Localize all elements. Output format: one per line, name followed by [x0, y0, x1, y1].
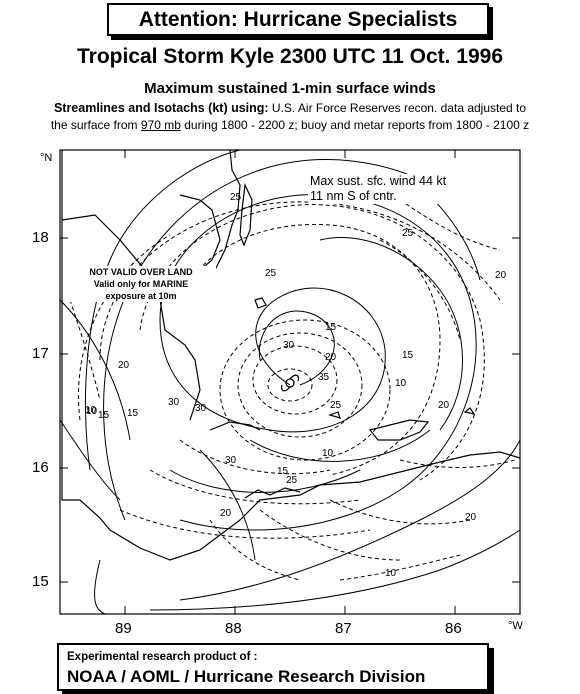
lon-tick-89: 89 — [115, 620, 132, 637]
method-line2a: the surface from — [50, 118, 141, 132]
isotach-label: 25 — [265, 268, 277, 279]
isotach-label: 30 — [225, 455, 237, 466]
land-note-line3: exposure at 10m — [105, 291, 177, 301]
lon-tick-86: 86 — [445, 620, 462, 637]
lat-tick-15: 15 — [32, 573, 49, 590]
storm-center-symbol — [280, 374, 300, 392]
isotach-label: 15 — [127, 408, 139, 419]
land-validity-note: NOT VALID OVER LAND Valid only for MARIN… — [66, 266, 216, 302]
isotach-label: 30 — [283, 340, 295, 351]
lat-tick-18: 18 — [32, 229, 49, 246]
lon-unit: °W — [508, 620, 523, 632]
isotachs — [69, 199, 516, 581]
isotach-label: 20 — [220, 508, 232, 519]
lon-tick-88: 88 — [225, 620, 242, 637]
credit-line2: NOAA / AOML / Hurricane Research Divisio… — [67, 667, 426, 686]
lon-tick-87: 87 — [335, 620, 352, 637]
credit-box: Experimental research product of : NOAA … — [57, 643, 489, 691]
chart-title: Tropical Storm Kyle 2300 UTC 11 Oct. 199… — [76, 45, 504, 68]
isotach-label: 20 — [325, 352, 337, 363]
isotach-label: 25 — [286, 475, 298, 486]
isotach-label: 20 — [465, 512, 477, 523]
isotach-label: 15 — [277, 466, 289, 477]
max-wind-annotation: Max sust. sfc. wind 44 kt 11 nm S of cnt… — [308, 174, 449, 204]
isotach-label: 20 — [438, 400, 450, 411]
max-wind-line1: Max sust. sfc. wind 44 kt — [310, 174, 447, 188]
isotach-label: 25 — [230, 192, 242, 203]
isotach-label: 10 — [86, 406, 98, 417]
land-note-line1: NOT VALID OVER LAND — [89, 267, 193, 277]
method-line1: U.S. Air Force Reserves recon. data adju… — [268, 101, 527, 115]
isotach-label: 15 — [98, 410, 110, 421]
isotach-label: 15 — [402, 350, 414, 361]
isotach-label: 10 — [395, 378, 407, 389]
coastline — [61, 149, 521, 561]
isotach-label: 15 — [325, 322, 337, 333]
isotach-label: 10 — [385, 568, 397, 579]
isotach-label: 10 — [85, 405, 97, 416]
isotach-label: 25 — [402, 228, 414, 239]
lat-unit: °N — [40, 152, 53, 164]
lat-tick-17: 17 — [32, 345, 49, 362]
isotach-label: 20 — [495, 270, 507, 281]
chart-subtitle: Maximum sustained 1-min surface winds — [144, 80, 436, 97]
lat-tick-16: 16 — [32, 459, 49, 476]
isotach-label: 35 — [318, 372, 330, 383]
method-lead: Streamlines and Isotachs (kt) using: — [53, 101, 269, 115]
method-level: 970 mb — [140, 118, 181, 132]
attention-banner: Attention: Hurricane Specialists — [107, 3, 489, 36]
isotach-label: 10 — [322, 448, 334, 459]
isotach-label: 30 — [195, 403, 207, 414]
isotach-label: 20 — [118, 360, 130, 371]
map-frame — [59, 149, 521, 615]
land-note-line2: Valid only for MARINE — [93, 279, 189, 289]
streamlines — [59, 149, 521, 615]
isotach-label: 30 — [168, 397, 180, 408]
method-description: Streamlines and Isotachs (kt) using: U.S… — [0, 100, 580, 134]
max-wind-line2: 11 nm S of cntr. — [310, 189, 397, 203]
isotach-label: 25 — [330, 400, 342, 411]
method-line2b: during 1800 - 2200 z; buoy and metar rep… — [180, 118, 530, 132]
credit-line1: Experimental research product of : — [67, 651, 258, 663]
